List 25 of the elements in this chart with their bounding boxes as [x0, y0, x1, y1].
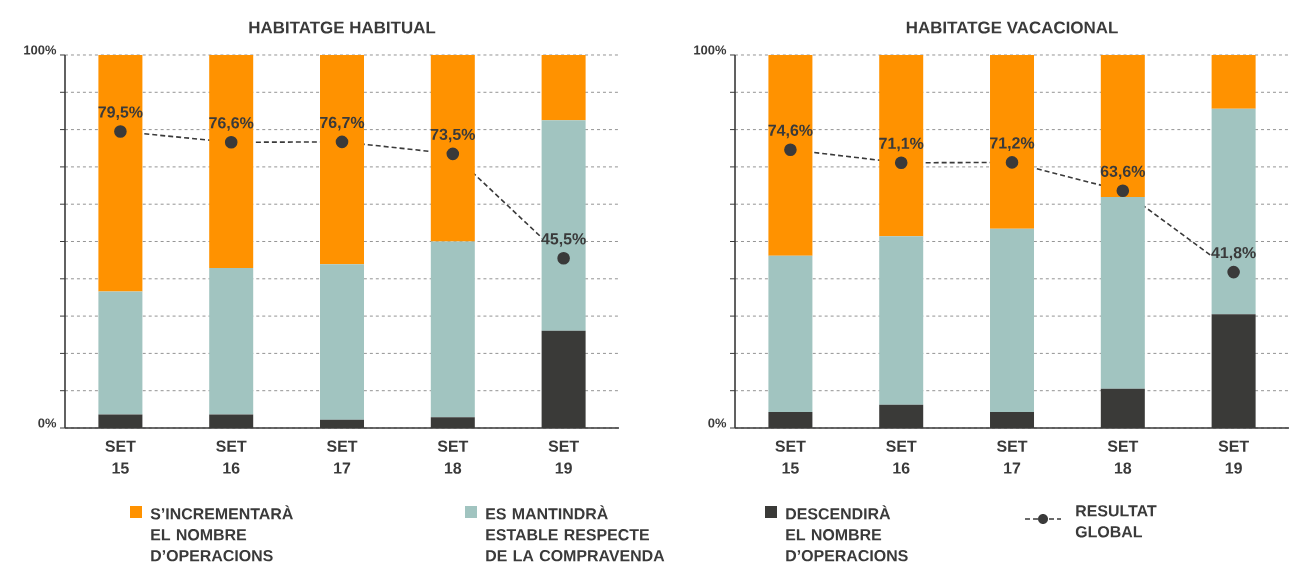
legend-label: ES MANTINDRÀ ESTABLE RESPECTE DE LA COMPRAVENDA [486, 505, 665, 562]
y-tick-label: 0% [708, 418, 727, 428]
x-tick-label: SET 15 [775, 440, 806, 474]
y-tick-label: 0% [38, 418, 57, 428]
x-tick-label: SET 16 [886, 440, 917, 474]
x-tick-label: SET 19 [1218, 440, 1249, 474]
data-label: 73,5% [430, 128, 475, 143]
legend-label: DESCENDIRÀ EL NOMBRE D’OPERACIONS [786, 505, 908, 562]
data-label: 41,8% [1211, 246, 1256, 261]
chart-title: HABITATGE VACACIONAL [906, 21, 1118, 34]
legend-label: S’INCREMENTARÀ EL NOMBRE D’OPERACIONS [150, 505, 293, 562]
legend-label: RESULTAT GLOBAL [1075, 505, 1157, 538]
x-tick-label: SET 15 [105, 440, 136, 474]
x-tick-label: SET 16 [216, 440, 247, 474]
data-label: 71,2% [990, 137, 1035, 151]
data-label: 76,7% [320, 116, 365, 131]
x-tick-label: SET 17 [326, 440, 358, 474]
x-tick-label: SET 19 [548, 440, 579, 474]
x-tick-label: SET 18 [1107, 440, 1139, 474]
x-tick-label: SET 18 [437, 440, 469, 474]
y-tick-label: 100% [24, 45, 57, 55]
data-label: 45,5% [541, 233, 586, 247]
y-tick-label: 100% [694, 45, 727, 55]
x-tick-label: SET 17 [996, 440, 1028, 474]
chart-title: HABITATGE HABITUAL [249, 21, 436, 34]
